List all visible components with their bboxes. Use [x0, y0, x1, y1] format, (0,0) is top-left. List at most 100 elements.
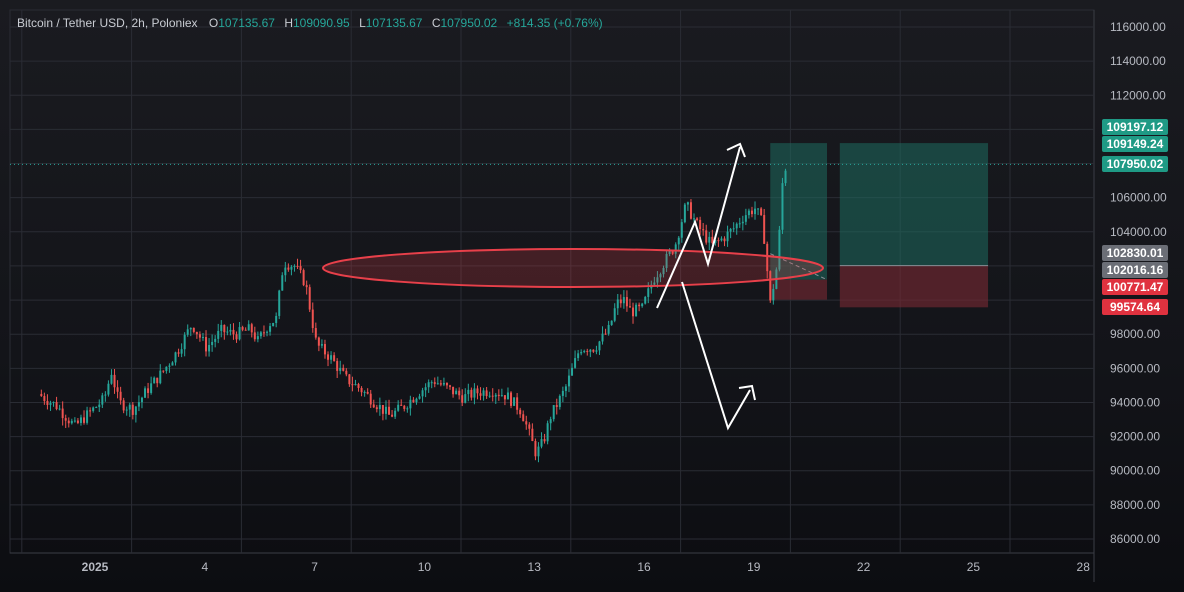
time-axis-label: 19	[747, 560, 761, 574]
candle-body	[665, 253, 668, 269]
candle-body	[131, 404, 134, 415]
time-axis-label: 13	[528, 560, 542, 574]
candle-body	[320, 344, 323, 346]
candle-body	[497, 394, 500, 396]
candle-body	[177, 352, 180, 354]
candle-body	[137, 402, 140, 407]
candle-body	[205, 337, 208, 352]
candle-body	[662, 268, 665, 275]
time-axis-label: 16	[637, 560, 651, 574]
candle-body	[333, 355, 336, 362]
candle-body	[430, 382, 433, 384]
candle-body	[488, 395, 491, 397]
candle-body	[40, 393, 43, 397]
candle-body	[278, 290, 281, 316]
candle-body	[552, 405, 555, 420]
candle-body	[330, 355, 333, 360]
candle-body	[680, 222, 683, 238]
candle-body	[400, 404, 403, 406]
candle-body	[348, 374, 351, 385]
candle-body	[147, 388, 150, 393]
candle-body	[503, 395, 506, 400]
candle-body	[567, 375, 570, 387]
candle-body	[211, 341, 214, 346]
candle-body	[381, 404, 384, 414]
price-axis-label: 112000.00	[1110, 88, 1166, 102]
candle-body	[619, 299, 622, 304]
candle-body	[357, 384, 360, 388]
candle-body	[372, 404, 375, 408]
highlight-ellipse	[322, 248, 824, 288]
candle-body	[778, 229, 781, 270]
candle-body	[696, 218, 699, 220]
candle-body	[555, 405, 558, 407]
candle-body	[580, 352, 583, 354]
candle-body	[574, 358, 577, 368]
candle-body	[635, 304, 638, 317]
candle-body	[500, 395, 503, 397]
candle-body	[586, 350, 589, 352]
candle-body	[299, 266, 302, 271]
symbol-legend[interactable]: Bitcoin / Tether USD, 2h, Poloniex O1071…	[17, 16, 603, 30]
candle-body	[653, 282, 656, 285]
low-value: 107135.67	[365, 16, 423, 30]
candle-body	[412, 399, 415, 403]
candle-body	[528, 424, 531, 429]
candle-body	[275, 315, 278, 323]
candle-body	[711, 236, 714, 243]
candle-body	[409, 399, 412, 409]
candle-body	[659, 274, 662, 278]
candle-body	[369, 393, 372, 405]
candle-body	[610, 320, 613, 325]
candle-body	[195, 331, 198, 335]
candle-body	[723, 238, 726, 242]
candle-body	[272, 322, 275, 327]
candle-body	[519, 409, 522, 415]
candle-body	[354, 384, 357, 386]
candle-body	[537, 446, 540, 457]
candle-body	[269, 326, 272, 332]
candle-body	[693, 218, 696, 220]
candle-body	[604, 333, 607, 335]
candle-body	[601, 333, 604, 342]
candle-body	[284, 267, 287, 276]
price-tag-text: 109149.24	[1107, 137, 1164, 151]
candle-body	[375, 407, 378, 410]
candle-body	[49, 402, 52, 405]
candle-body	[534, 441, 537, 457]
candle-body	[162, 370, 165, 372]
candle-body	[595, 350, 598, 352]
time-axis-label: 7	[311, 560, 318, 574]
price-axis-label: 94000.00	[1110, 395, 1160, 409]
price-tag-bg	[1102, 262, 1168, 278]
candle-body	[482, 390, 485, 396]
target-zone-2	[839, 143, 989, 266]
candle-body	[781, 183, 784, 230]
candle-body	[705, 230, 708, 243]
candle-body	[83, 417, 86, 423]
candle-body	[473, 388, 476, 398]
candle-body	[253, 332, 256, 340]
candle-body	[564, 386, 567, 391]
stop-price-tag: 100771.47	[1102, 279, 1168, 295]
candle-body	[632, 307, 635, 317]
candle-body	[757, 208, 760, 210]
candle-body	[86, 410, 89, 423]
price-tag-text: 102016.16	[1107, 263, 1164, 277]
candle-body	[79, 417, 82, 423]
candle-body	[73, 420, 76, 422]
candle-body	[760, 208, 763, 216]
candle-body	[67, 420, 70, 424]
time-axis-label: 10	[418, 560, 432, 574]
candle-body	[406, 408, 409, 410]
candle-body	[174, 352, 177, 363]
candle-body	[223, 324, 226, 333]
price-tag-bg	[1102, 136, 1168, 152]
candle-body	[714, 240, 717, 243]
candle-body	[171, 362, 174, 366]
candle-body	[70, 420, 73, 424]
bullish-arrow-head	[726, 142, 746, 158]
price-axis-label: 114000.00	[1110, 54, 1166, 68]
candle-body	[522, 414, 525, 422]
